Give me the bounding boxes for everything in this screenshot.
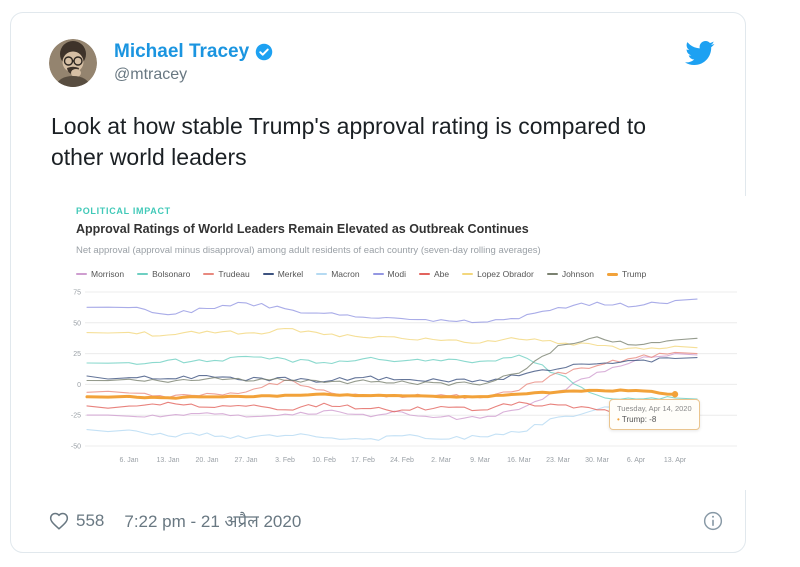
tweet-text: Look at how stable Trump's approval rati… bbox=[51, 113, 647, 170]
x-axis-label: 2. Mar bbox=[431, 457, 452, 464]
x-axis-label: 17. Feb bbox=[351, 457, 375, 464]
y-axis-label: 50 bbox=[73, 320, 81, 327]
legend-label: Macron bbox=[331, 269, 360, 279]
legend-swatch bbox=[76, 273, 87, 275]
y-axis-label: 25 bbox=[73, 351, 81, 358]
series-line-bolsonaro bbox=[86, 354, 698, 400]
chart-image: POLITICAL IMPACT Approval Ratings of Wor… bbox=[61, 196, 753, 490]
y-axis-label: 75 bbox=[73, 290, 81, 297]
legend-label: Modi bbox=[387, 269, 406, 279]
legend-swatch bbox=[372, 273, 384, 275]
x-axis-label: 16. Mar bbox=[507, 457, 531, 464]
like-button[interactable] bbox=[49, 511, 69, 531]
x-axis-label: 6. Jan bbox=[119, 457, 138, 464]
legend-item-bolsonaro: Bolsonaro bbox=[137, 269, 190, 279]
tooltip-date: Tuesday, Apr 14, 2020 bbox=[617, 404, 692, 413]
legend-item-trudeau: Trudeau bbox=[203, 269, 250, 279]
legend-item-abe: Abe bbox=[418, 269, 450, 279]
author-name[interactable]: Michael Tracey bbox=[114, 41, 273, 63]
heart-icon bbox=[49, 512, 69, 530]
chart-tooltip: Tuesday, Apr 14, 2020 • Trump: -8 bbox=[609, 399, 700, 430]
series-line-merkel bbox=[86, 357, 698, 383]
series-line-trump bbox=[85, 388, 677, 400]
x-axis-label: 24. Feb bbox=[390, 457, 414, 464]
legend-swatch bbox=[462, 273, 474, 275]
info-icon bbox=[703, 511, 723, 530]
legend-item-johnson: Johnson bbox=[546, 269, 594, 279]
series-line-lopez-obrador bbox=[86, 327, 698, 351]
chart-title: Approval Ratings of World Leaders Remain… bbox=[76, 222, 529, 236]
legend-item-macron: Macron bbox=[316, 269, 360, 279]
legend-label: Bolsonaro bbox=[152, 269, 191, 279]
series-end-marker-trump bbox=[671, 391, 679, 398]
author-name-text: Michael Tracey bbox=[114, 41, 250, 62]
series-line-morrison bbox=[86, 353, 698, 421]
y-axis-label: 0 bbox=[77, 382, 81, 389]
y-axis-label: -25 bbox=[71, 413, 81, 420]
legend-label: Trump bbox=[621, 269, 647, 279]
x-axis-label: 13. Jan bbox=[157, 457, 180, 464]
chart-legend: Morrison Bolsonaro Trudeau Merkel Macron Modi… bbox=[76, 269, 646, 279]
legend-swatch bbox=[316, 273, 328, 275]
series-line-johnson bbox=[86, 336, 698, 386]
legend-swatch bbox=[262, 273, 274, 275]
x-axis-label: 9. Mar bbox=[470, 457, 491, 464]
legend-swatch bbox=[546, 273, 558, 275]
legend-label: Merkel bbox=[277, 269, 304, 279]
legend-label: Abe bbox=[433, 269, 450, 279]
x-axis-label: 3. Feb bbox=[275, 457, 295, 464]
tweet-card: Michael Tracey @mtracey Look at how stab… bbox=[10, 12, 753, 553]
legend-label: Morrison bbox=[91, 269, 125, 279]
chart-kicker: POLITICAL IMPACT bbox=[76, 206, 171, 216]
y-axis-label: -50 bbox=[71, 444, 81, 451]
legend-item-lopez-obrador: Lopez Obrador bbox=[462, 269, 534, 279]
legend-label: Johnson bbox=[561, 269, 594, 279]
legend-item-merkel: Merkel bbox=[262, 269, 304, 279]
author-handle[interactable]: @mtracey bbox=[114, 66, 188, 83]
like-count[interactable]: 558 bbox=[76, 510, 105, 530]
series-line-macron bbox=[86, 402, 698, 441]
x-axis-label: 20. Jan bbox=[196, 457, 219, 464]
legend-label: Trudeau bbox=[218, 269, 250, 279]
avatar-photo bbox=[49, 39, 97, 87]
tooltip-marker: • bbox=[617, 415, 620, 424]
tweet-footer: 558 7:22 pm - 21 अप्रैल 2020 bbox=[49, 509, 723, 532]
twitter-logo-button[interactable] bbox=[685, 41, 715, 71]
legend-item-morrison: Morrison bbox=[76, 269, 124, 279]
author-block: Michael Tracey @mtracey bbox=[114, 39, 273, 84]
series-line-modi bbox=[86, 298, 698, 324]
legend-item-modi: Modi bbox=[372, 269, 406, 279]
x-axis-label: 27. Jan bbox=[235, 457, 258, 464]
legend-swatch bbox=[418, 273, 430, 275]
timestamp-link[interactable]: 7:22 pm - 21 अप्रैल 2020 bbox=[124, 512, 302, 531]
tooltip-label: Trump: -8 bbox=[621, 415, 657, 424]
twitter-bird-icon bbox=[685, 41, 715, 66]
legend-label: Lopez Obrador bbox=[477, 269, 534, 279]
x-axis-label: 10. Feb bbox=[312, 457, 336, 464]
tooltip-value: • Trump: -8 bbox=[617, 415, 692, 424]
verified-badge-icon bbox=[255, 43, 273, 61]
x-axis-label: 6. Apr bbox=[627, 457, 646, 464]
info-button[interactable] bbox=[703, 511, 723, 531]
series-line-abe bbox=[86, 401, 698, 422]
legend-swatch bbox=[203, 273, 215, 275]
tweet-header: Michael Tracey @mtracey bbox=[11, 13, 745, 87]
legend-item-trump: Trump bbox=[606, 269, 647, 279]
legend-swatch bbox=[137, 273, 149, 275]
chart-subtitle: Net approval (approval minus disapproval… bbox=[76, 245, 541, 256]
legend-swatch bbox=[606, 272, 618, 276]
x-axis-label: 30. Mar bbox=[585, 457, 609, 464]
chart-plot-area: 75 50 25 0 -25 -50 6. Jan 13. Jan 20. Jan 27. Jan… bbox=[71, 290, 737, 464]
x-axis-label: 23. Mar bbox=[546, 457, 570, 464]
avatar[interactable] bbox=[49, 39, 97, 87]
x-axis-label: 13. Apr bbox=[664, 457, 687, 464]
